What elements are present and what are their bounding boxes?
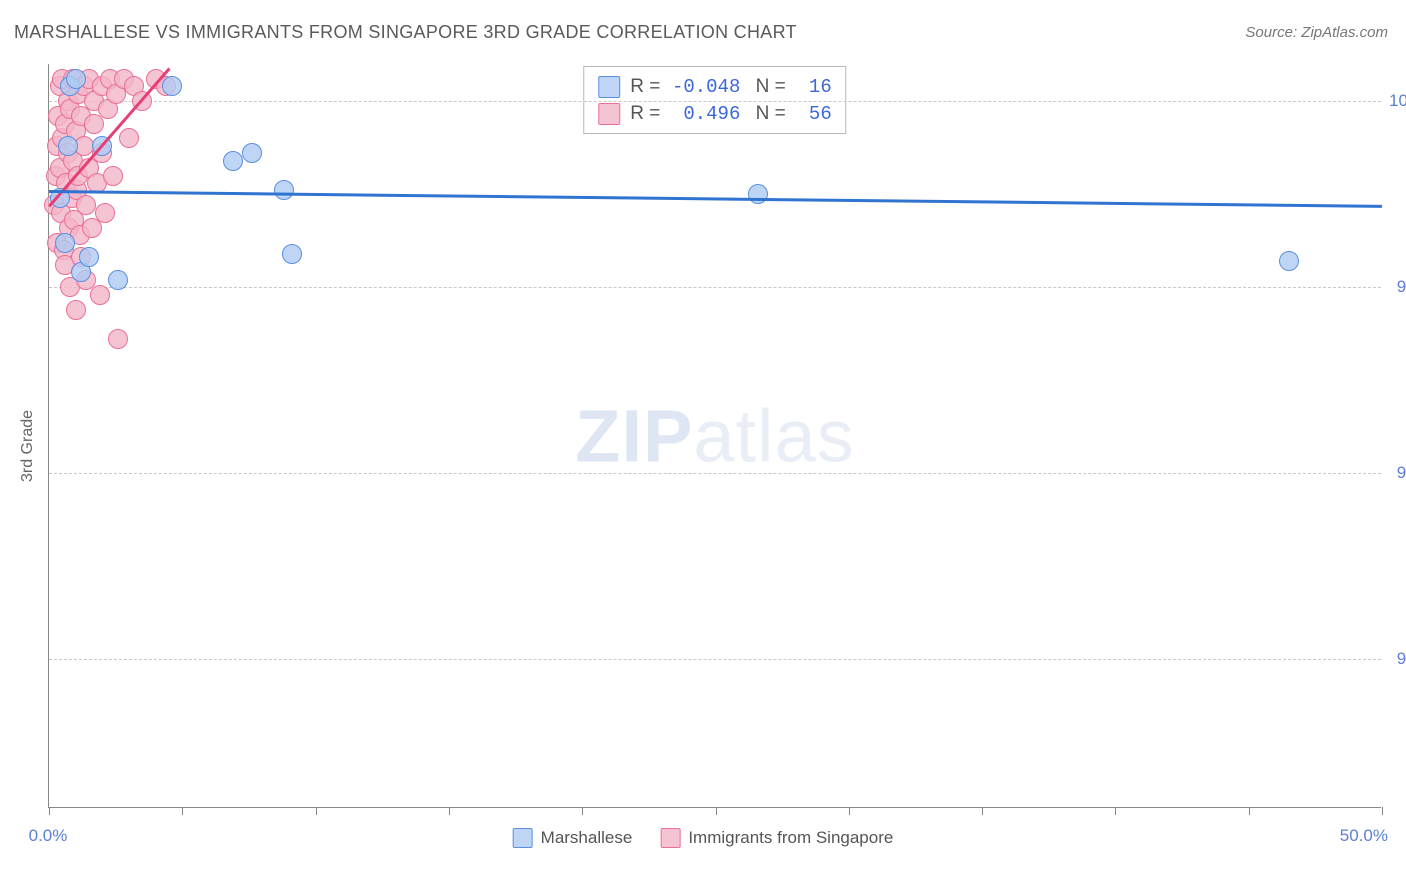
swatch-series-b: [598, 103, 620, 125]
data-point: [242, 143, 262, 163]
data-point: [66, 300, 86, 320]
watermark-thin: atlas: [693, 394, 854, 477]
source-prefix: Source:: [1245, 24, 1301, 41]
x-tick: [316, 807, 317, 815]
stat-n-value-b: 56: [796, 103, 832, 125]
stat-n-label: N =: [750, 76, 785, 98]
data-point: [55, 233, 75, 253]
data-point: [748, 184, 768, 204]
data-point: [108, 329, 128, 349]
stat-r-label: R =: [630, 103, 660, 125]
data-point: [79, 247, 99, 267]
y-tick-label: 95.0%: [1383, 463, 1406, 483]
y-tick-label: 92.5%: [1383, 649, 1406, 669]
data-point: [162, 76, 182, 96]
x-tick: [716, 807, 717, 815]
chart-title: MARSHALLESE VS IMMIGRANTS FROM SINGAPORE…: [14, 22, 797, 43]
data-point: [76, 195, 96, 215]
y-tick-label: 97.5%: [1383, 277, 1406, 297]
stat-n-label: N =: [750, 103, 785, 125]
watermark: ZIPatlas: [575, 393, 854, 478]
data-point: [103, 166, 123, 186]
gridline: [49, 287, 1381, 288]
data-point: [108, 270, 128, 290]
gridline: [49, 473, 1381, 474]
stat-r-label: R =: [630, 76, 660, 98]
data-point: [119, 128, 139, 148]
swatch-series-a: [513, 828, 533, 848]
stat-row-a: R = -0.048 N = 16: [598, 73, 831, 100]
swatch-series-b: [660, 828, 680, 848]
legend-label-a: Marshallese: [541, 828, 633, 848]
data-point: [1279, 251, 1299, 271]
y-axis-title: 3rd Grade: [19, 410, 37, 482]
stat-r-value-b: 0.496: [670, 103, 740, 125]
swatch-series-a: [598, 76, 620, 98]
x-axis-min-label: 0.0%: [29, 826, 68, 846]
legend-item-a: Marshallese: [513, 828, 633, 848]
x-tick: [849, 807, 850, 815]
stat-n-value-a: 16: [796, 76, 832, 98]
data-point: [282, 244, 302, 264]
legend: Marshallese Immigrants from Singapore: [513, 828, 894, 848]
x-tick: [449, 807, 450, 815]
x-tick: [49, 807, 50, 815]
x-tick: [1115, 807, 1116, 815]
data-point: [66, 69, 86, 89]
source-name: ZipAtlas.com: [1301, 24, 1388, 41]
source-attribution: Source: ZipAtlas.com: [1245, 24, 1388, 41]
x-tick: [1249, 807, 1250, 815]
watermark-bold: ZIP: [575, 394, 693, 477]
gridline: [49, 101, 1381, 102]
gridline: [49, 659, 1381, 660]
data-point: [274, 180, 294, 200]
x-tick: [982, 807, 983, 815]
y-tick-label: 100.0%: [1383, 91, 1406, 111]
plot-area: ZIPatlas R = -0.048 N = 16 R = 0.496 N =…: [48, 64, 1381, 808]
x-tick: [582, 807, 583, 815]
x-tick: [1382, 807, 1383, 815]
x-axis-max-label: 50.0%: [1340, 826, 1388, 846]
stat-r-value-a: -0.048: [670, 76, 740, 98]
data-point: [90, 285, 110, 305]
stat-row-b: R = 0.496 N = 56: [598, 100, 831, 127]
correlation-stat-box: R = -0.048 N = 16 R = 0.496 N = 56: [583, 66, 846, 134]
data-point: [95, 203, 115, 223]
data-point: [223, 151, 243, 171]
legend-label-b: Immigrants from Singapore: [688, 828, 893, 848]
data-point: [58, 136, 78, 156]
trend-line: [49, 190, 1382, 207]
x-tick: [182, 807, 183, 815]
legend-item-b: Immigrants from Singapore: [660, 828, 893, 848]
